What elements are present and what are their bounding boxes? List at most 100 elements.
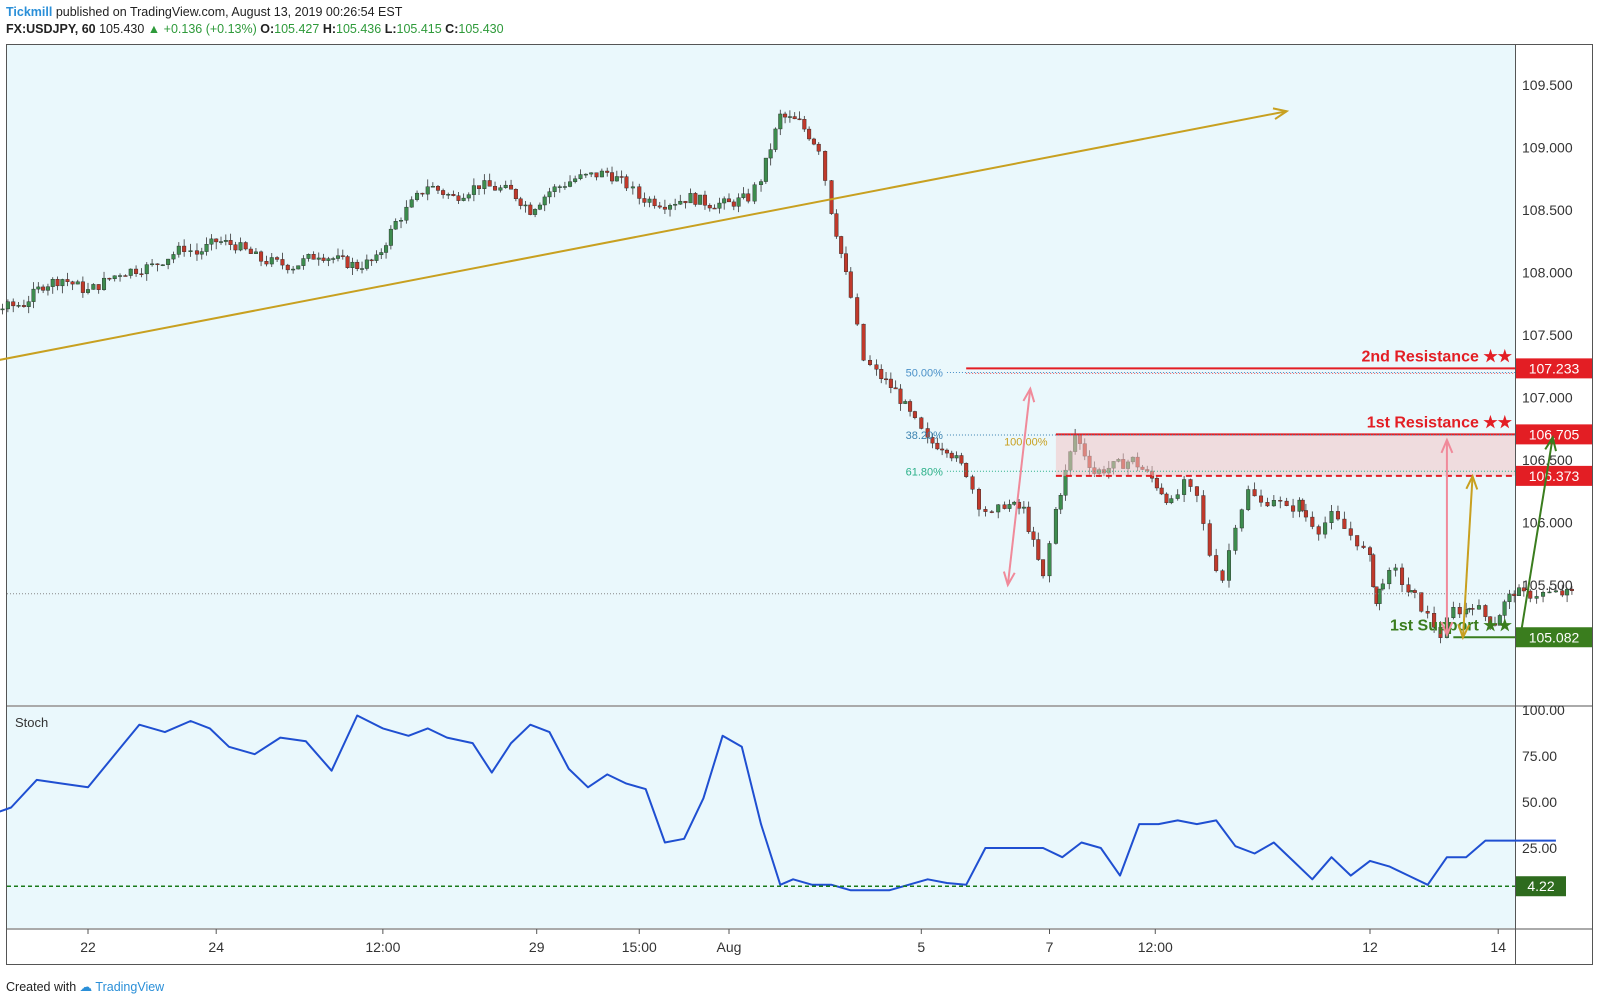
candle-body — [879, 369, 884, 380]
candle-body — [802, 119, 807, 130]
open-value: 105.427 — [274, 22, 320, 36]
swing-arrow-head — [1465, 473, 1479, 490]
candle-body — [964, 463, 969, 477]
candle-body — [498, 187, 503, 191]
time-axis-tick: Aug — [717, 939, 742, 955]
candle-body — [340, 255, 345, 257]
swing-arrow-head — [1002, 571, 1016, 588]
candle-body — [552, 186, 557, 192]
candle-body — [1182, 479, 1187, 495]
candle-body — [223, 240, 228, 242]
candle-body — [493, 186, 498, 191]
candle-body — [652, 198, 657, 207]
candle-body — [1031, 531, 1036, 540]
candle-body — [55, 279, 60, 287]
candle-body — [642, 198, 647, 203]
candle-body — [41, 286, 46, 291]
candle-body — [513, 189, 518, 200]
candle-body — [736, 197, 741, 207]
fib-label: 38.20% — [906, 430, 944, 442]
candle-body — [834, 213, 839, 237]
candle-body — [797, 118, 802, 121]
candle-body — [712, 207, 717, 210]
stoch-axis-tick: 50.00 — [1522, 794, 1557, 810]
candle-body — [746, 193, 751, 202]
level-price-tag-text: 106.373 — [1529, 468, 1580, 484]
candle-body — [1303, 510, 1308, 518]
candle-body — [1470, 608, 1475, 610]
candle-body — [393, 221, 398, 230]
candle-body — [912, 411, 917, 418]
candle-body — [693, 193, 698, 205]
candle-body — [930, 437, 935, 444]
symbol-label[interactable]: FX:USDJPY, 60 — [6, 22, 96, 36]
candle-body — [1377, 588, 1382, 604]
candle-body — [868, 359, 873, 365]
candle-body — [1528, 590, 1533, 599]
price-axis-tick: 105.500 — [1522, 577, 1573, 593]
time-axis-tick: 14 — [1490, 939, 1506, 955]
candle-body — [983, 509, 988, 512]
candle-body — [21, 305, 26, 307]
level-price-tag — [1516, 358, 1592, 379]
candle-body — [855, 297, 860, 325]
candle-body — [1021, 506, 1026, 509]
candle-body — [1175, 494, 1180, 499]
candle-body — [935, 442, 940, 450]
level-price-tag-text: 106.705 — [1529, 426, 1580, 442]
candle-body — [280, 259, 285, 266]
candle-body — [456, 195, 461, 201]
chart-static-layout — [6, 44, 1593, 965]
candle-body — [1488, 616, 1493, 625]
candle-body — [461, 197, 466, 201]
candle-body — [150, 263, 155, 266]
last-price: 105.430 — [99, 22, 145, 36]
candle-body — [662, 206, 667, 210]
candle-body — [446, 194, 451, 196]
low-label: L: — [384, 22, 397, 36]
level-price-tag — [1516, 465, 1592, 486]
price-axis-tick: 107.000 — [1522, 390, 1573, 406]
time-axis-tick: 22 — [80, 939, 96, 955]
publisher-name[interactable]: Tickmill — [6, 5, 53, 19]
candle-body — [176, 245, 181, 255]
candle-body — [533, 209, 538, 215]
candle-body — [214, 238, 219, 243]
candle-body — [637, 186, 642, 199]
candle-body — [5, 301, 10, 310]
candle-body — [829, 180, 834, 214]
candle-body — [1201, 495, 1206, 524]
candle-body — [1053, 509, 1058, 544]
candle-body — [96, 284, 101, 290]
candle-body — [1457, 607, 1462, 615]
candle-body — [435, 186, 440, 191]
candle-body — [123, 275, 128, 277]
price-axis-tick: 109.000 — [1522, 140, 1573, 156]
candle-body — [773, 128, 778, 150]
candle-body — [1214, 555, 1219, 571]
candle-body — [1036, 539, 1041, 560]
candle-body — [409, 199, 414, 208]
candle-body — [144, 264, 149, 275]
candle-body — [1541, 592, 1546, 597]
time-axis-tick: 24 — [208, 939, 224, 955]
candle-body — [1239, 509, 1244, 529]
candle-body — [1207, 523, 1212, 556]
candle-body — [379, 252, 384, 256]
candle-body — [884, 378, 889, 381]
stoch-level-tag — [1516, 876, 1566, 897]
level-label: 2nd Resistance ★★ — [1361, 348, 1512, 365]
resistance-zone — [1055, 434, 1515, 476]
candle-body — [1553, 590, 1558, 593]
footer-brand[interactable]: TradingView — [95, 980, 165, 994]
candle-body — [1342, 518, 1347, 529]
close-label: C: — [445, 22, 459, 36]
candle-body — [557, 186, 562, 188]
candle-body — [219, 241, 224, 243]
high-value: 105.436 — [336, 22, 382, 36]
projection-arrow — [1519, 437, 1554, 636]
candle-body — [673, 203, 678, 206]
price-axis-tick: 108.500 — [1522, 202, 1573, 218]
stoch-level-tag-text: 4.22 — [1527, 878, 1554, 894]
